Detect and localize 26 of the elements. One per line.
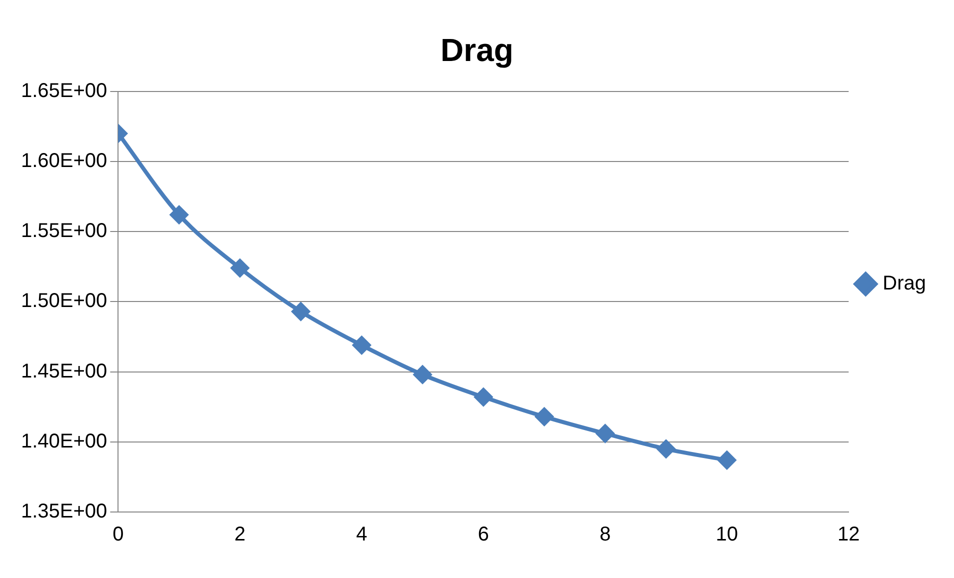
point (474, 388, 492, 406)
point (596, 424, 614, 442)
y-tick-label: 1.55E+00 (20, 220, 108, 242)
y-tick-label: 1.60E+00 (20, 150, 108, 172)
y-tick-label: 1.50E+00 (20, 290, 108, 312)
point (535, 408, 554, 426)
y-tick-label: 1.35E+00 (20, 500, 108, 523)
point (718, 451, 736, 470)
x-tick-label: 12 (838, 524, 860, 546)
x-tick-label: 6 (478, 524, 489, 546)
point (414, 366, 432, 384)
y-tick-label: 1.65E+00 (20, 80, 108, 102)
legend-label: Drag (882, 272, 926, 295)
point (657, 440, 676, 458)
y-tick-label: 1.45E+00 (20, 360, 108, 382)
point (230, 259, 249, 278)
chart-title: Drag (440, 32, 514, 68)
point (170, 206, 188, 224)
x-tick-label: 10 (716, 524, 738, 546)
x-tick-label: 2 (234, 524, 246, 546)
x-tick-label: 4 (356, 524, 368, 546)
x-tick-label: 0 (112, 524, 124, 546)
point (292, 302, 310, 321)
point (352, 336, 371, 354)
y-tick-label: 1.40E+00 (20, 430, 108, 452)
x-tick-label: 8 (600, 524, 611, 546)
